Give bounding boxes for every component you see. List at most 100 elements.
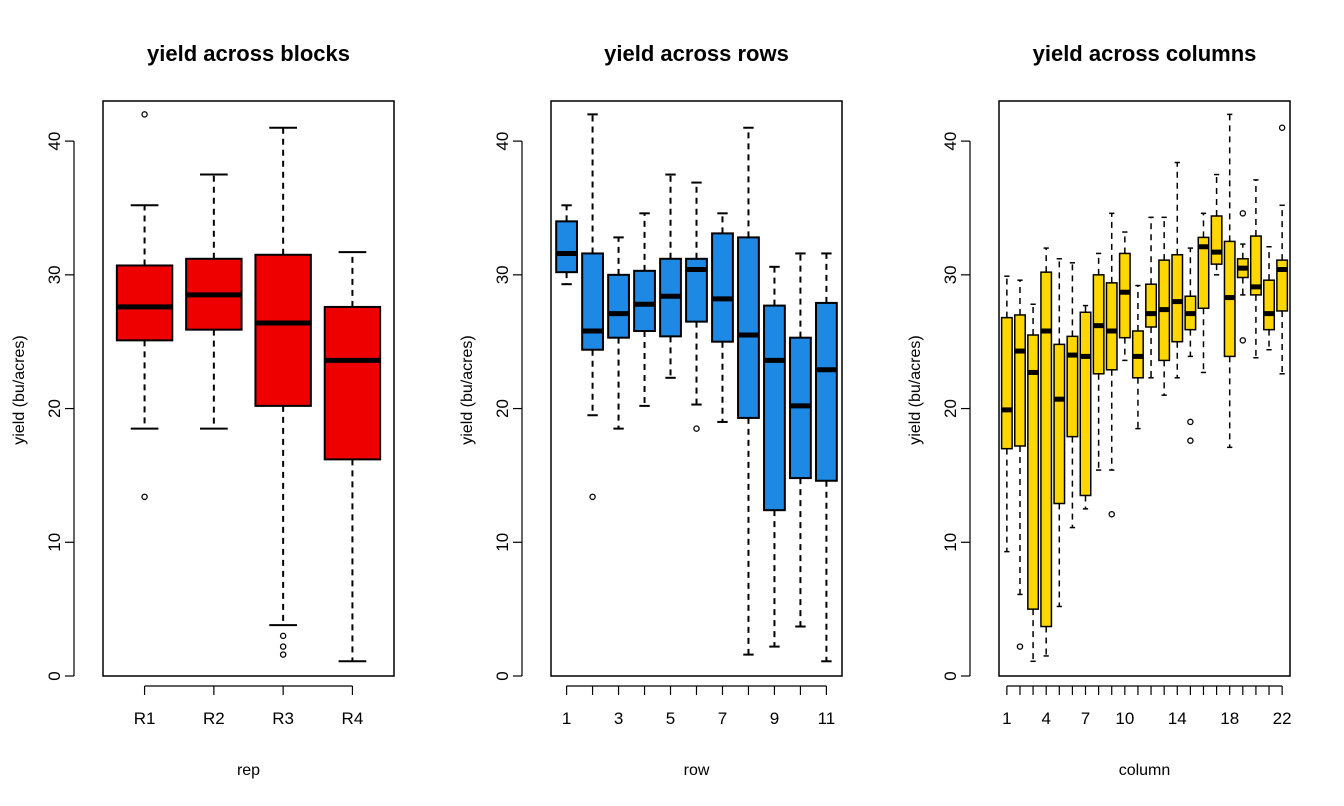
box-14 bbox=[1171, 161, 1184, 379]
box-12 bbox=[1145, 216, 1158, 379]
box-20 bbox=[1249, 179, 1262, 359]
plot-area-rows: 0 10 20 30 40 1 3 5 7 9 11 bbox=[493, 100, 843, 728]
plot-frame bbox=[102, 100, 395, 677]
x-tick-label: R3 bbox=[272, 709, 294, 728]
box-body bbox=[763, 304, 786, 512]
outlier-point bbox=[141, 111, 148, 118]
outlier-point bbox=[693, 425, 700, 432]
box-17 bbox=[1210, 173, 1223, 276]
x-tick-label: 11 bbox=[818, 709, 836, 728]
box-13 bbox=[1158, 216, 1171, 396]
x-tick-label: 1 bbox=[1002, 709, 1011, 728]
chart-title: yield across rows bbox=[604, 41, 789, 66]
outlier-point bbox=[1187, 437, 1194, 444]
x-tick-label: 7 bbox=[718, 709, 727, 728]
box-7 bbox=[711, 212, 734, 423]
outlier-point bbox=[1239, 337, 1247, 344]
box-10 bbox=[789, 252, 812, 628]
box-body bbox=[1171, 254, 1184, 343]
x-axis-label: row bbox=[684, 762, 710, 779]
box-body bbox=[1000, 316, 1013, 450]
y-tick-label: 0 bbox=[45, 671, 64, 680]
outlier-point bbox=[1108, 510, 1115, 518]
x-tick-label: R1 bbox=[134, 709, 156, 728]
box-R2 bbox=[185, 173, 243, 430]
outlier-point bbox=[279, 643, 287, 650]
y-tick-label: 40 bbox=[45, 132, 64, 151]
box-body bbox=[1013, 314, 1026, 447]
box-9 bbox=[763, 265, 786, 648]
y-axis-label: yield (bu/acres) bbox=[11, 335, 28, 444]
box-body bbox=[1210, 215, 1223, 265]
box-body bbox=[254, 253, 312, 407]
box-9 bbox=[1105, 212, 1118, 518]
box-R1 bbox=[115, 111, 174, 501]
box-body bbox=[1276, 259, 1289, 312]
y-axis-label: yield (bu/acres) bbox=[907, 335, 924, 444]
chart-title: yield across blocks bbox=[147, 41, 350, 66]
box-8 bbox=[1092, 252, 1105, 471]
y-tick-label: 0 bbox=[493, 671, 512, 680]
y-tick-label: 20 bbox=[45, 399, 64, 418]
y-axis-label: yield (bu/acres) bbox=[459, 335, 476, 444]
box-body bbox=[815, 301, 838, 482]
x-tick-label: 7 bbox=[1081, 709, 1090, 728]
box-2 bbox=[1013, 279, 1026, 650]
box-body bbox=[1040, 271, 1053, 628]
y-tick-label: 40 bbox=[493, 132, 512, 151]
x-tick-label: 18 bbox=[1220, 709, 1239, 728]
y-tick-label: 30 bbox=[941, 265, 960, 284]
panel-blocks: yield across blocks rep yield (bu/acres)… bbox=[11, 41, 395, 779]
box-15 bbox=[1184, 247, 1197, 444]
y-tick-label: 20 bbox=[493, 399, 512, 418]
box-body bbox=[607, 273, 630, 339]
outlier-point bbox=[1187, 418, 1194, 426]
x-axis-label: column bbox=[1119, 762, 1171, 779]
box-4 bbox=[633, 212, 656, 407]
box-7 bbox=[1079, 304, 1092, 510]
box-10 bbox=[1118, 231, 1131, 362]
box-body bbox=[737, 236, 760, 419]
outlier-point bbox=[279, 651, 287, 658]
x-tick-label: 22 bbox=[1273, 709, 1292, 728]
plot-area-blocks: 0 10 20 30 40 R1 R2 R3 R4 bbox=[45, 100, 395, 728]
box-11 bbox=[1131, 284, 1144, 430]
box-body bbox=[323, 305, 382, 461]
box-5 bbox=[1053, 258, 1066, 608]
box-21 bbox=[1263, 246, 1276, 351]
box-body bbox=[685, 257, 708, 323]
y-tick-label: 40 bbox=[941, 132, 960, 151]
box-body bbox=[1027, 334, 1040, 610]
y-tick-label: 0 bbox=[941, 671, 960, 680]
x-tick-label: 5 bbox=[666, 709, 675, 728]
box-18 bbox=[1223, 113, 1236, 449]
box-body bbox=[1197, 236, 1210, 310]
box-body bbox=[1105, 282, 1118, 371]
box-4 bbox=[1040, 247, 1053, 657]
outlier-point bbox=[1239, 210, 1247, 217]
y-tick-label: 20 bbox=[941, 399, 960, 418]
box-6 bbox=[1066, 262, 1079, 529]
box-8 bbox=[737, 126, 760, 656]
box-body bbox=[555, 220, 578, 274]
x-tick-label: 14 bbox=[1168, 709, 1187, 728]
box-body bbox=[1118, 252, 1131, 339]
box-3 bbox=[1027, 303, 1040, 663]
x-tick-label: 10 bbox=[1115, 709, 1134, 728]
outlier-point bbox=[279, 632, 287, 640]
y-tick-label: 30 bbox=[493, 265, 512, 284]
x-tick-label: 9 bbox=[770, 709, 779, 728]
outlier-point bbox=[141, 493, 148, 501]
plot-frame bbox=[550, 100, 843, 677]
x-tick-label: 4 bbox=[1041, 709, 1050, 728]
x-tick-label: 1 bbox=[562, 709, 571, 728]
box-19 bbox=[1236, 210, 1249, 344]
plot-frame bbox=[998, 100, 1291, 677]
box-3 bbox=[607, 236, 630, 430]
box-22 bbox=[1276, 124, 1289, 375]
box-body bbox=[1053, 343, 1066, 505]
y-tick-label: 10 bbox=[493, 533, 512, 552]
box-body bbox=[115, 264, 174, 342]
